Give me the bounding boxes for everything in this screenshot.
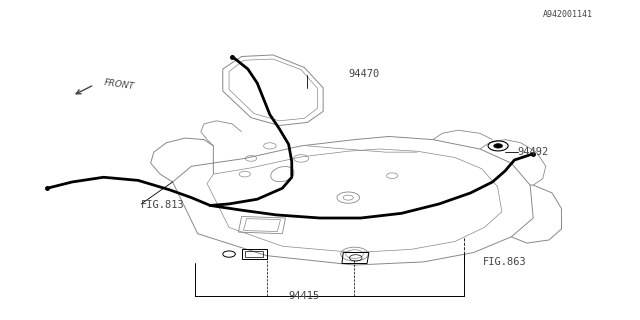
Text: FRONT: FRONT — [104, 78, 135, 91]
Text: 94415: 94415 — [289, 292, 320, 301]
Circle shape — [493, 144, 502, 148]
Text: FIG.863: FIG.863 — [483, 257, 527, 267]
Text: A942001141: A942001141 — [543, 10, 593, 19]
Text: 94470: 94470 — [348, 69, 380, 79]
Text: 94492: 94492 — [518, 147, 549, 157]
Text: FIG.813: FIG.813 — [141, 200, 185, 211]
